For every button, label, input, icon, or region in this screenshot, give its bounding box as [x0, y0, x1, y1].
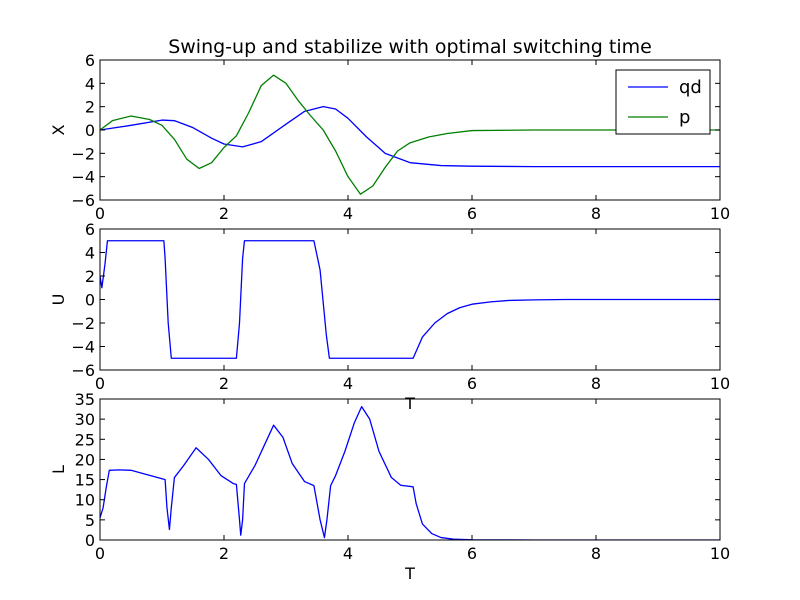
- x-axis-label: T: [404, 394, 415, 413]
- series-line-subplot-3-1: [100, 406, 720, 540]
- y-tick-label: 30: [75, 410, 95, 429]
- legend: qd p: [615, 69, 711, 135]
- y-tick-label: −4: [71, 338, 95, 357]
- x-tick-label: 4: [343, 544, 353, 563]
- x-tick-label: 10: [710, 544, 730, 563]
- y-tick-label: −4: [71, 168, 95, 187]
- x-tick-label: 2: [219, 544, 229, 563]
- y-tick-label: 5: [85, 511, 95, 530]
- series-line-subplot-2-1: [100, 240, 720, 359]
- y-tick-label: 4: [85, 244, 95, 263]
- y-tick-label: 6: [85, 51, 95, 70]
- y-tick-label: 2: [85, 267, 95, 286]
- series-line-p: [100, 74, 720, 195]
- axes-frame: [99, 398, 721, 541]
- y-tick-label: 0: [85, 291, 95, 310]
- y-axis-label: X: [49, 124, 68, 135]
- x-tick-label: 6: [467, 374, 477, 393]
- y-tick-label: 0: [85, 121, 95, 140]
- y-tick-label: 2: [85, 98, 95, 117]
- y-tick-label: 15: [75, 471, 95, 490]
- x-tick-label: 6: [467, 204, 477, 223]
- y-axis-label: L: [49, 465, 68, 474]
- y-tick-label: −2: [71, 144, 95, 163]
- y-tick-label: −6: [71, 191, 95, 210]
- y-tick-label: −6: [71, 361, 95, 380]
- x-tick-label: 4: [343, 204, 353, 223]
- x-tick-label: 2: [219, 374, 229, 393]
- y-tick-label: 35: [75, 390, 95, 409]
- x-axis-label: T: [404, 564, 415, 583]
- y-tick-label: 10: [75, 491, 95, 510]
- x-tick-label: 0: [95, 374, 105, 393]
- y-tick-label: −2: [71, 314, 95, 333]
- y-tick-label: 20: [75, 450, 95, 469]
- x-tick-label: 0: [95, 204, 105, 223]
- y-tick-label: 6: [85, 220, 95, 239]
- legend-label-qd: qd: [679, 77, 702, 98]
- x-tick-label: 10: [710, 374, 730, 393]
- x-tick-label: 10: [710, 204, 730, 223]
- y-tick-label: 25: [75, 430, 95, 449]
- x-tick-label: 4: [343, 374, 353, 393]
- y-axis-label: U: [49, 294, 68, 306]
- figure-title: Swing-up and stabilize with optimal swit…: [168, 36, 652, 58]
- x-tick-label: 8: [591, 204, 601, 223]
- y-tick-label: 4: [85, 74, 95, 93]
- x-tick-label: 0: [95, 544, 105, 563]
- subplot-2: 0 2 4 6 8 10 6 4 2 0 −2 −4 −6 U T: [49, 220, 730, 413]
- x-tick-label: 2: [219, 204, 229, 223]
- y-tick-label: 0: [85, 531, 95, 550]
- legend-box: [615, 69, 711, 135]
- subplot-1: 0 2 4 6 8 10 6 4 2 0 −2 −4 −6 Xqd p: [49, 51, 730, 223]
- series-line-qd: [100, 106, 720, 168]
- x-tick-label: 6: [467, 544, 477, 563]
- x-tick-label: 8: [591, 544, 601, 563]
- legend-label-p: p: [679, 107, 690, 128]
- x-tick-label: 8: [591, 374, 601, 393]
